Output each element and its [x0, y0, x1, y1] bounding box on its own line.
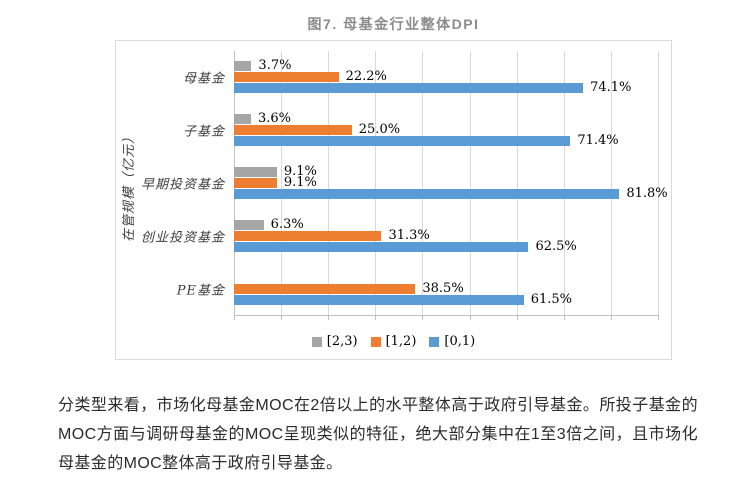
bar-slot: 71.4%: [234, 133, 658, 149]
bar-value-label: 9.1%: [283, 163, 317, 179]
chart-legend: [2,3) [1,2) [0,1): [116, 334, 671, 349]
legend-item: [2,3): [311, 334, 358, 349]
axis-tick: [469, 315, 471, 320]
gridline: [563, 51, 565, 315]
legend-label: [2,3): [326, 334, 358, 349]
category-label: 早期投资基金: [140, 177, 225, 193]
category-row: 早期投资基金 9.1% 9.1% 81.8%: [141, 157, 668, 210]
bar-value-label: 81.8%: [626, 185, 668, 201]
bar-slot: 9.1%: [234, 163, 658, 179]
category-row: PE基金 38.5% 61.5%: [177, 262, 658, 315]
bar-value-label: 61.5%: [530, 291, 573, 307]
gridline: [422, 51, 424, 315]
bar-value-label: 38.5%: [422, 280, 464, 296]
bar-value-label: 71.4%: [577, 133, 619, 149]
bar-series-1: [234, 230, 382, 241]
legend-swatch-icon: [370, 336, 381, 347]
analysis-paragraph: 分类型来看，市场化母基金MOC在2倍以上的水平整体高于政府引导基金。所投子基金的…: [58, 397, 698, 472]
bar-slot: 22.2%: [234, 69, 658, 85]
axis-tick: [375, 315, 377, 320]
axis-tick: [281, 315, 283, 320]
category-row: 创业投资基金 6.3% 31.3% 62.5%: [141, 209, 658, 262]
category-label: 子基金: [182, 124, 225, 140]
bar-slot: 9.1%: [234, 174, 658, 190]
bar-series-2: [234, 136, 571, 147]
gridline: [658, 51, 659, 315]
legend-item: [1,2): [370, 334, 417, 349]
bar-slot: 74.1%: [234, 80, 658, 96]
bar-slot: 6.3%: [234, 216, 658, 232]
gridline: [610, 51, 612, 315]
y-axis-title: 在管规模（亿元）: [122, 130, 137, 243]
legend-item: [0,1): [429, 334, 475, 349]
gridline: [281, 51, 283, 315]
chart-title: 图7. 母基金行业整体DPI: [307, 16, 480, 32]
bar-slot: 38.5%: [234, 280, 658, 296]
bar-series-0: [234, 114, 251, 125]
gridline: [516, 51, 518, 315]
bar-value-label: 62.5%: [535, 238, 577, 254]
bar-series-0: [234, 61, 252, 72]
bar-value-label: 3.7%: [258, 58, 292, 74]
gridline: [328, 51, 330, 315]
bar-value-label: 22.2%: [345, 69, 387, 85]
bar-series-2: [234, 83, 584, 94]
category-label: 创业投资基金: [140, 230, 225, 246]
bar-slot: 81.8%: [234, 187, 668, 200]
axis-tick: [516, 315, 518, 320]
bar-value-label: 3.6%: [257, 111, 291, 127]
bar-slot: 25.0%: [234, 122, 658, 138]
axis-tick: [234, 315, 235, 320]
bar-series-1: [234, 177, 277, 188]
bar-value-label: 25.0%: [358, 122, 401, 138]
bar-series-1: [234, 283, 416, 294]
category-row: 母基金 3.7% 22.2% 74.1%: [183, 51, 658, 104]
bar-slot: 3.7%: [234, 58, 658, 74]
axis-tick: [563, 315, 565, 320]
bar-value-label: 6.3%: [270, 216, 304, 232]
category-row: 子基金 3.6% 25.0% 71.4%: [183, 104, 658, 157]
bar-series-0: [234, 219, 264, 230]
bar-value-label: 9.1%: [283, 174, 317, 190]
bar-series-2: [234, 241, 529, 252]
chart-container: 在管规模（亿元） 母基金 3.7% 22.2% 74.1% 子基金 3.6% 25.0% 71…: [115, 40, 672, 360]
legend-swatch-icon: [429, 336, 440, 347]
bar-value-label: 31.3%: [388, 227, 430, 243]
bar-series-2: [234, 188, 620, 199]
plot-area: 母基金 3.7% 22.2% 74.1% 子基金 3.6% 25.0% 71.4% 早期投资基金…: [141, 51, 668, 320]
bar-slot: 61.5%: [234, 291, 658, 307]
axis-tick: [328, 315, 330, 320]
axis-tick: [610, 315, 612, 320]
category-label: PE基金: [176, 283, 225, 299]
legend-label: [1,2): [385, 334, 417, 349]
bar-value-label: 74.1%: [590, 80, 632, 96]
legend-swatch-icon: [311, 336, 322, 347]
bar-series-0: [234, 166, 277, 177]
bar-series-1: [234, 125, 352, 136]
axis-tick: [422, 315, 424, 320]
bar-series-1: [234, 72, 339, 83]
gridline: [469, 51, 471, 315]
bar-slot: 31.3%: [234, 227, 658, 243]
axis-tick: [658, 315, 659, 320]
bar-slot: 62.5%: [234, 238, 658, 254]
legend-label: [0,1): [444, 334, 476, 349]
gridline: [375, 51, 377, 315]
bar-series-2: [234, 294, 524, 305]
bar-slot: 3.6%: [234, 111, 658, 127]
category-label: 母基金: [182, 71, 225, 87]
